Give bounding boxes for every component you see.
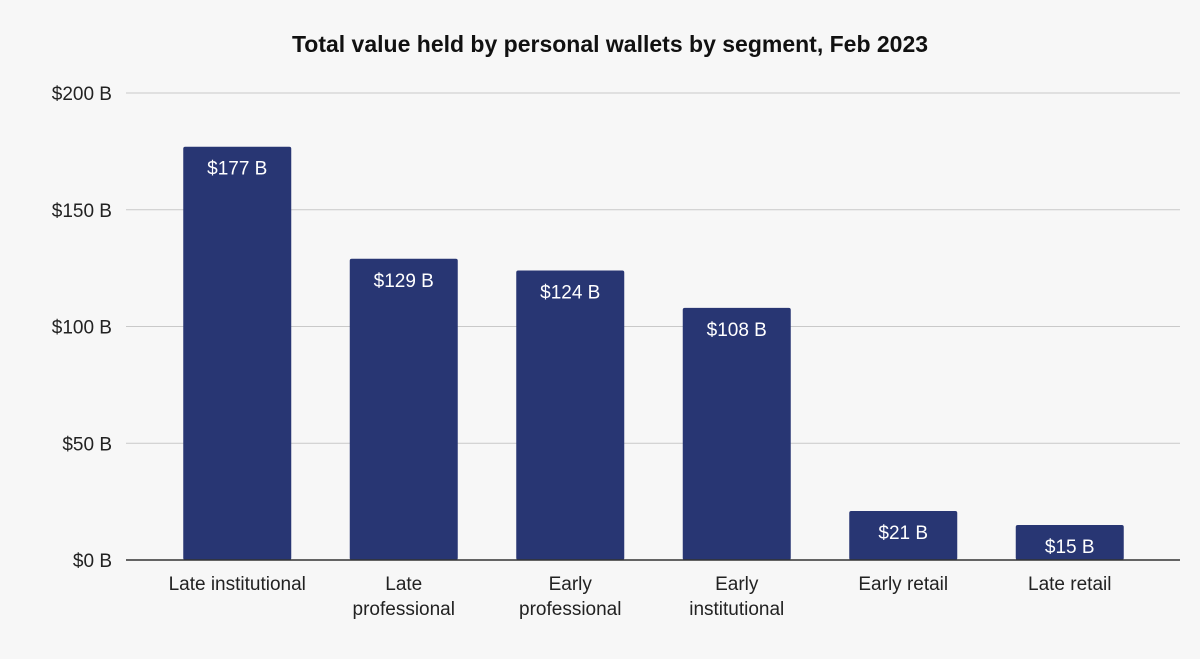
x-axis-ticks: Late institutional Late professional Early p… <box>169 574 1112 620</box>
bar <box>516 270 625 560</box>
y-tick-label: $0 B <box>73 551 112 572</box>
bars <box>183 146 1124 560</box>
bar <box>1015 524 1124 560</box>
y-tick-label: $50 B <box>62 434 112 455</box>
gridlines <box>126 92 1180 444</box>
bar-value-labels: $177 B $129 B $124 B $108 B $21 B $15 B <box>207 159 1094 558</box>
bar-value-label: $21 B <box>878 523 928 544</box>
bar <box>849 510 958 560</box>
y-tick-label: $100 B <box>52 318 112 339</box>
x-tick-label: Early retail <box>858 574 948 595</box>
x-tick-label: Early institutional <box>689 574 784 620</box>
bar-value-label: $108 B <box>707 320 767 341</box>
x-tick-label: Late retail <box>1028 574 1111 595</box>
x-tick-label: Late institutional <box>169 574 306 595</box>
bar-value-label: $15 B <box>1045 537 1095 558</box>
y-tick-label: $200 B <box>52 84 112 105</box>
x-tick-label: Late professional <box>353 574 455 620</box>
bar <box>682 307 791 560</box>
x-tick-label: Early professional <box>519 574 621 620</box>
bar-value-label: $124 B <box>540 282 600 303</box>
y-tick-label: $150 B <box>52 201 112 222</box>
bar <box>349 258 458 560</box>
bar-value-label: $129 B <box>374 271 434 292</box>
y-axis-ticks: $0 B $50 B $100 B $150 B $200 B <box>52 84 112 572</box>
bar-value-label: $177 B <box>207 159 267 180</box>
chart-title: Total value held by personal wallets by … <box>292 31 928 57</box>
bar <box>183 146 292 560</box>
